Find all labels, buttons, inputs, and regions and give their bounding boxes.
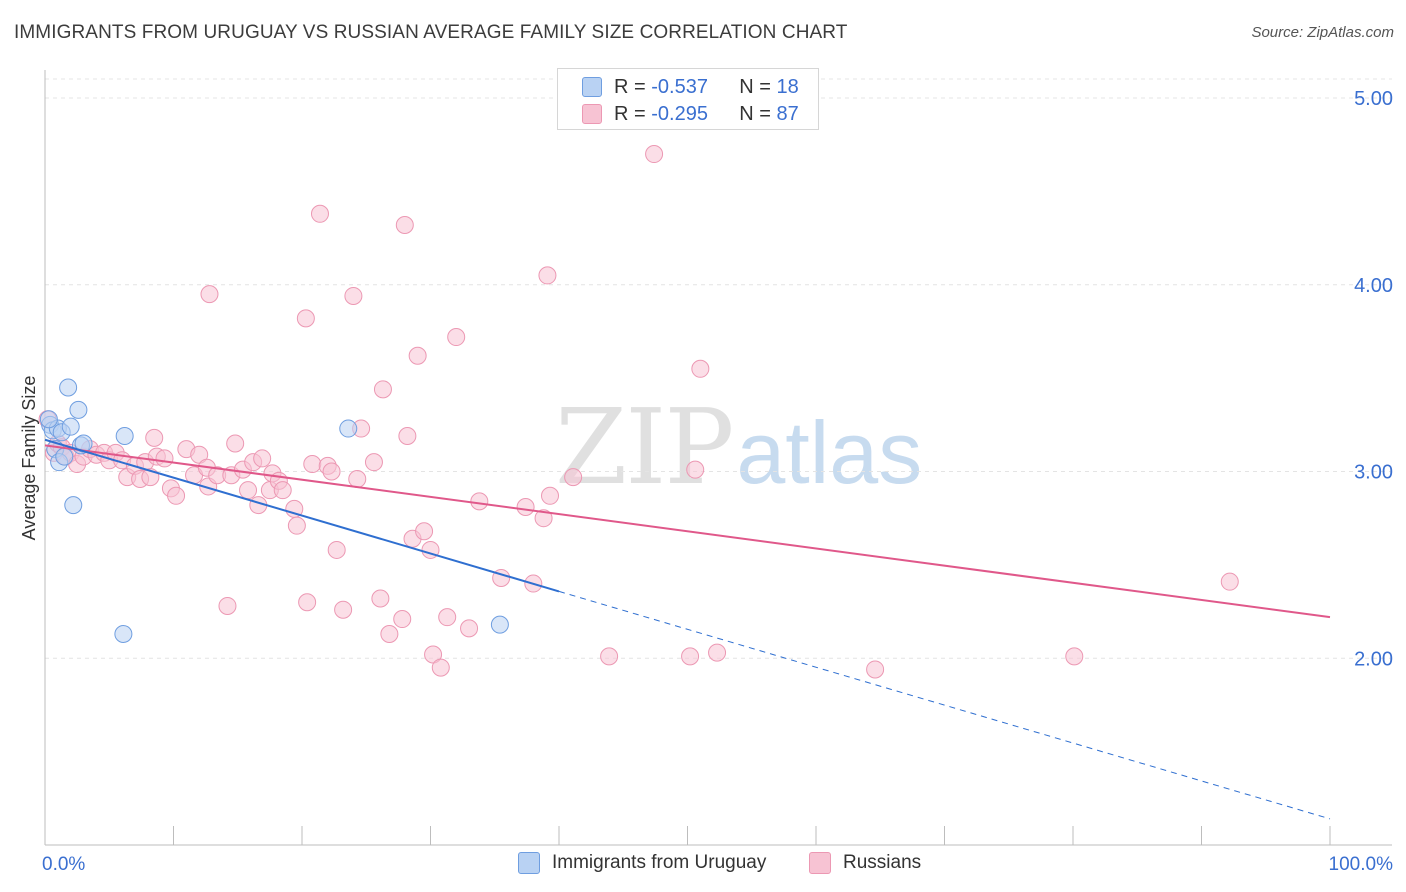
russians-point	[200, 285, 219, 304]
russians-point	[438, 608, 457, 627]
russians-point	[155, 449, 174, 468]
russians-point	[344, 286, 363, 305]
r-label: R =	[614, 102, 652, 125]
trend-lines	[44, 438, 1331, 820]
n-value: 18	[776, 75, 799, 98]
russians-point	[538, 266, 557, 285]
russians-point	[373, 380, 392, 399]
legend-swatch-uruguay	[518, 852, 540, 874]
russians-point	[334, 600, 353, 619]
russians-point	[470, 492, 489, 511]
y-tick-label: 4.00	[1354, 275, 1393, 297]
uruguay-point	[59, 378, 78, 397]
uruguay-point	[64, 496, 83, 515]
x-tick-label: 100.0%	[1329, 854, 1394, 875]
russians-point	[564, 468, 583, 487]
russians-point	[218, 596, 237, 615]
uruguay-point	[55, 447, 74, 466]
russians-point	[1065, 647, 1084, 666]
russians-point	[866, 660, 885, 679]
russians-point	[600, 647, 619, 666]
russians-point	[303, 455, 322, 474]
r-value: -0.295	[651, 102, 708, 125]
y-tick-label: 3.00	[1354, 462, 1393, 484]
russians-point	[348, 469, 367, 488]
uruguay-trend-line	[44, 438, 560, 593]
russians-point	[1220, 572, 1239, 591]
legend-label-uruguay: Immigrants from Uruguay	[552, 852, 767, 873]
y-tick-labels: 2.00 3.00 4.00 5.00	[1354, 88, 1393, 670]
correlation-stats-box: R = -0.537 N = 18 R = -0.295 N = 87	[557, 68, 819, 130]
uruguay-trend-extension	[558, 590, 1331, 820]
r-label: R =	[614, 75, 652, 98]
grid-lines	[45, 78, 1392, 659]
russians-point	[253, 449, 272, 468]
russians-point	[541, 486, 560, 505]
r-value: -0.537	[651, 75, 708, 98]
uruguay-point	[490, 615, 509, 634]
uruguay-point	[339, 419, 358, 438]
russians-point	[398, 427, 417, 446]
russians-point	[167, 486, 186, 505]
russians-point	[322, 462, 341, 481]
source-label: Source: ZipAtlas.com	[1251, 24, 1394, 41]
uruguay-point	[115, 427, 134, 446]
russians-point	[534, 509, 553, 528]
russians-point	[460, 619, 479, 638]
russians-point	[287, 516, 306, 535]
legend-label-russians: Russians	[843, 852, 922, 873]
n-label: N =	[739, 102, 777, 125]
russians-trend-line	[44, 444, 1331, 619]
y-tick-label: 5.00	[1354, 88, 1393, 110]
x-tick-label: 0.0%	[42, 854, 85, 875]
russians-point	[408, 346, 427, 365]
axes	[44, 70, 1392, 846]
russians-point	[415, 522, 434, 541]
y-tick-label: 2.00	[1354, 648, 1393, 670]
russians-point	[364, 453, 383, 472]
russians-swatch	[582, 104, 602, 124]
uruguay-points	[39, 378, 509, 643]
russians-points	[38, 145, 1239, 679]
n-label: N =	[739, 75, 777, 98]
russians-point	[298, 593, 317, 612]
russians-point	[273, 481, 292, 500]
stats-row-russians: R = -0.295 N = 87	[582, 101, 799, 127]
uruguay-point	[61, 417, 80, 436]
russians-point	[431, 658, 450, 677]
russians-point	[708, 643, 727, 662]
russians-point	[645, 145, 664, 164]
n-value: 87	[776, 102, 799, 125]
russians-point	[327, 540, 346, 559]
uruguay-point	[114, 624, 133, 643]
russians-point	[371, 589, 390, 608]
uruguay-point	[69, 400, 88, 419]
russians-point	[393, 610, 412, 629]
russians-point	[691, 359, 710, 378]
russians-point	[145, 428, 164, 447]
chart-legend: Immigrants from Uruguay Russians	[0, 852, 1406, 878]
legend-item-russians[interactable]: Russians	[809, 852, 921, 874]
uruguay-point	[39, 410, 58, 429]
legend-item-uruguay[interactable]: Immigrants from Uruguay	[518, 852, 766, 874]
russians-point	[516, 497, 535, 516]
chart-title: IMMIGRANTS FROM URUGUAY VS RUSSIAN AVERA…	[14, 22, 848, 43]
y-axis-label: Average Family Size	[19, 376, 39, 541]
x-tick-labels: 0.0% 100.0%	[42, 854, 1393, 875]
russians-point	[686, 460, 705, 479]
stats-row-uruguay: R = -0.537 N = 18	[582, 74, 799, 100]
russians-point	[239, 481, 258, 500]
russians-point	[447, 328, 466, 347]
russians-point	[310, 204, 329, 223]
russians-point	[395, 216, 414, 234]
uruguay-swatch	[582, 77, 602, 97]
russians-point	[296, 309, 315, 328]
legend-swatch-russians	[809, 852, 831, 874]
russians-point	[380, 624, 399, 643]
russians-point	[681, 647, 700, 666]
russians-point	[226, 434, 245, 453]
